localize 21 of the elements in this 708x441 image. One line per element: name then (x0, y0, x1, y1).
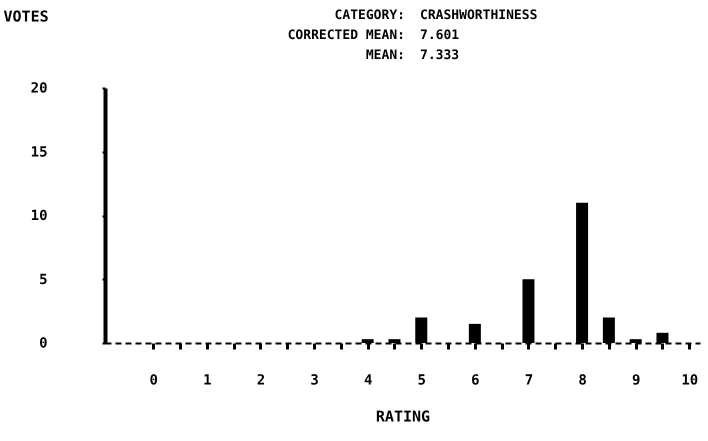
y-axis-title: VOTES (4, 8, 49, 26)
x-tick-label: 5 (418, 372, 426, 388)
x-tick-label: 2 (256, 372, 266, 388)
y-tick-label: 10 (30, 208, 48, 224)
x-tick-label: 9 (632, 372, 640, 388)
x-tick-label: 7 (524, 372, 534, 388)
x-tick-label: 3 (310, 372, 319, 388)
x-tick-label: 10 (681, 372, 698, 388)
y-tick-label: 15 (30, 144, 48, 160)
text: CORRECTED MEAN: 7.601 (288, 28, 460, 43)
x-tick-label: 8 (578, 372, 587, 388)
x-tick-label: 0 (150, 372, 158, 388)
text: MEAN: 7.333 (366, 48, 460, 63)
x-axis-title: RATING (376, 408, 430, 426)
x-tick-label: 1 (203, 372, 212, 388)
y-tick-label: 5 (39, 272, 48, 288)
x-tick-label: 6 (471, 372, 480, 388)
y-tick-label: 0 (39, 336, 48, 352)
text: CATEGORY: CRASHWORTHINESS (334, 8, 538, 23)
y-tick-label: 20 (30, 80, 48, 96)
x-tick-label: 4 (364, 372, 372, 388)
